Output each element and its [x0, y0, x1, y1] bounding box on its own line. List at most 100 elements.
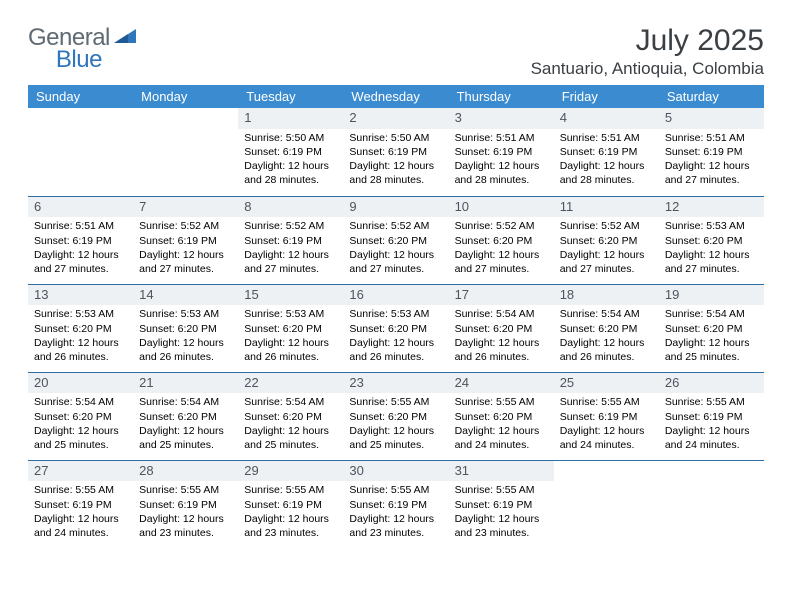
calendar-cell: 14Sunrise: 5:53 AMSunset: 6:20 PMDayligh… — [133, 284, 238, 372]
calendar-cell: 22Sunrise: 5:54 AMSunset: 6:20 PMDayligh… — [238, 372, 343, 460]
calendar-cell: 15Sunrise: 5:53 AMSunset: 6:20 PMDayligh… — [238, 284, 343, 372]
day-details: Sunrise: 5:55 AMSunset: 6:19 PMDaylight:… — [343, 481, 448, 544]
day-details: Sunrise: 5:52 AMSunset: 6:19 PMDaylight:… — [133, 217, 238, 280]
day-number: 9 — [343, 197, 448, 218]
day-details: Sunrise: 5:52 AMSunset: 6:20 PMDaylight:… — [343, 217, 448, 280]
day-details: Sunrise: 5:52 AMSunset: 6:20 PMDaylight:… — [554, 217, 659, 280]
day-details: Sunrise: 5:54 AMSunset: 6:20 PMDaylight:… — [554, 305, 659, 368]
calendar-row: 27Sunrise: 5:55 AMSunset: 6:19 PMDayligh… — [28, 460, 764, 548]
calendar-cell: 8Sunrise: 5:52 AMSunset: 6:19 PMDaylight… — [238, 196, 343, 284]
calendar-cell: 3Sunrise: 5:51 AMSunset: 6:19 PMDaylight… — [449, 108, 554, 196]
calendar-cell — [554, 460, 659, 548]
day-number: 12 — [659, 197, 764, 218]
day-number: 7 — [133, 197, 238, 218]
day-number: 26 — [659, 373, 764, 394]
weekday-header: Thursday — [449, 85, 554, 108]
calendar-cell: 6Sunrise: 5:51 AMSunset: 6:19 PMDaylight… — [28, 196, 133, 284]
day-details: Sunrise: 5:55 AMSunset: 6:20 PMDaylight:… — [449, 393, 554, 456]
brand-triangle-icon — [114, 27, 136, 45]
calendar-cell: 19Sunrise: 5:54 AMSunset: 6:20 PMDayligh… — [659, 284, 764, 372]
day-details: Sunrise: 5:55 AMSunset: 6:19 PMDaylight:… — [554, 393, 659, 456]
weekday-header: Sunday — [28, 85, 133, 108]
day-number: 5 — [659, 108, 764, 129]
day-details: Sunrise: 5:54 AMSunset: 6:20 PMDaylight:… — [133, 393, 238, 456]
day-details: Sunrise: 5:55 AMSunset: 6:19 PMDaylight:… — [133, 481, 238, 544]
weekday-header: Tuesday — [238, 85, 343, 108]
day-number: 27 — [28, 461, 133, 482]
calendar-cell: 16Sunrise: 5:53 AMSunset: 6:20 PMDayligh… — [343, 284, 448, 372]
day-number: 15 — [238, 285, 343, 306]
calendar-cell: 7Sunrise: 5:52 AMSunset: 6:19 PMDaylight… — [133, 196, 238, 284]
calendar-cell — [28, 108, 133, 196]
weekday-header: Friday — [554, 85, 659, 108]
day-number: 10 — [449, 197, 554, 218]
day-details: Sunrise: 5:50 AMSunset: 6:19 PMDaylight:… — [238, 129, 343, 192]
calendar-row: 13Sunrise: 5:53 AMSunset: 6:20 PMDayligh… — [28, 284, 764, 372]
header: General Blue July 2025 Santuario, Antioq… — [28, 24, 764, 79]
calendar-cell: 1Sunrise: 5:50 AMSunset: 6:19 PMDaylight… — [238, 108, 343, 196]
day-details: Sunrise: 5:53 AMSunset: 6:20 PMDaylight:… — [343, 305, 448, 368]
day-number: 14 — [133, 285, 238, 306]
day-details: Sunrise: 5:52 AMSunset: 6:20 PMDaylight:… — [449, 217, 554, 280]
calendar-cell: 28Sunrise: 5:55 AMSunset: 6:19 PMDayligh… — [133, 460, 238, 548]
day-number: 20 — [28, 373, 133, 394]
day-number: 22 — [238, 373, 343, 394]
day-details: Sunrise: 5:50 AMSunset: 6:19 PMDaylight:… — [343, 129, 448, 192]
day-details: Sunrise: 5:55 AMSunset: 6:19 PMDaylight:… — [28, 481, 133, 544]
day-details: Sunrise: 5:55 AMSunset: 6:20 PMDaylight:… — [343, 393, 448, 456]
day-number: 31 — [449, 461, 554, 482]
day-number: 23 — [343, 373, 448, 394]
day-number: 30 — [343, 461, 448, 482]
calendar-cell: 13Sunrise: 5:53 AMSunset: 6:20 PMDayligh… — [28, 284, 133, 372]
day-number: 6 — [28, 197, 133, 218]
day-details: Sunrise: 5:51 AMSunset: 6:19 PMDaylight:… — [659, 129, 764, 192]
day-number: 3 — [449, 108, 554, 129]
day-number: 29 — [238, 461, 343, 482]
day-number: 18 — [554, 285, 659, 306]
day-details: Sunrise: 5:55 AMSunset: 6:19 PMDaylight:… — [659, 393, 764, 456]
day-number: 25 — [554, 373, 659, 394]
day-number: 1 — [238, 108, 343, 129]
day-details: Sunrise: 5:54 AMSunset: 6:20 PMDaylight:… — [238, 393, 343, 456]
calendar-body: 1Sunrise: 5:50 AMSunset: 6:19 PMDaylight… — [28, 108, 764, 548]
calendar-cell: 12Sunrise: 5:53 AMSunset: 6:20 PMDayligh… — [659, 196, 764, 284]
day-number: 16 — [343, 285, 448, 306]
title-block: July 2025 Santuario, Antioquia, Colombia — [531, 24, 764, 79]
day-number: 2 — [343, 108, 448, 129]
weekday-header: Wednesday — [343, 85, 448, 108]
calendar-cell: 17Sunrise: 5:54 AMSunset: 6:20 PMDayligh… — [449, 284, 554, 372]
day-details: Sunrise: 5:53 AMSunset: 6:20 PMDaylight:… — [133, 305, 238, 368]
location: Santuario, Antioquia, Colombia — [531, 59, 764, 79]
month-title: July 2025 — [531, 24, 764, 57]
day-number: 4 — [554, 108, 659, 129]
calendar-cell: 24Sunrise: 5:55 AMSunset: 6:20 PMDayligh… — [449, 372, 554, 460]
calendar-cell: 10Sunrise: 5:52 AMSunset: 6:20 PMDayligh… — [449, 196, 554, 284]
calendar-cell: 20Sunrise: 5:54 AMSunset: 6:20 PMDayligh… — [28, 372, 133, 460]
weekday-header: Saturday — [659, 85, 764, 108]
day-number: 24 — [449, 373, 554, 394]
calendar-cell: 25Sunrise: 5:55 AMSunset: 6:19 PMDayligh… — [554, 372, 659, 460]
day-number: 19 — [659, 285, 764, 306]
day-number: 21 — [133, 373, 238, 394]
day-details: Sunrise: 5:52 AMSunset: 6:19 PMDaylight:… — [238, 217, 343, 280]
brand-part2: Blue — [56, 46, 102, 74]
calendar-row: 1Sunrise: 5:50 AMSunset: 6:19 PMDaylight… — [28, 108, 764, 196]
calendar-cell — [659, 460, 764, 548]
calendar-cell: 30Sunrise: 5:55 AMSunset: 6:19 PMDayligh… — [343, 460, 448, 548]
calendar-cell: 18Sunrise: 5:54 AMSunset: 6:20 PMDayligh… — [554, 284, 659, 372]
calendar-cell: 23Sunrise: 5:55 AMSunset: 6:20 PMDayligh… — [343, 372, 448, 460]
day-number: 13 — [28, 285, 133, 306]
calendar-cell: 2Sunrise: 5:50 AMSunset: 6:19 PMDaylight… — [343, 108, 448, 196]
calendar-cell: 26Sunrise: 5:55 AMSunset: 6:19 PMDayligh… — [659, 372, 764, 460]
calendar-cell: 9Sunrise: 5:52 AMSunset: 6:20 PMDaylight… — [343, 196, 448, 284]
weekday-header-row: SundayMondayTuesdayWednesdayThursdayFrid… — [28, 85, 764, 108]
day-details: Sunrise: 5:54 AMSunset: 6:20 PMDaylight:… — [28, 393, 133, 456]
day-details: Sunrise: 5:53 AMSunset: 6:20 PMDaylight:… — [659, 217, 764, 280]
brand-logo: General Blue — [28, 24, 184, 52]
day-details: Sunrise: 5:55 AMSunset: 6:19 PMDaylight:… — [238, 481, 343, 544]
calendar-cell: 11Sunrise: 5:52 AMSunset: 6:20 PMDayligh… — [554, 196, 659, 284]
calendar-cell: 31Sunrise: 5:55 AMSunset: 6:19 PMDayligh… — [449, 460, 554, 548]
calendar-cell: 4Sunrise: 5:51 AMSunset: 6:19 PMDaylight… — [554, 108, 659, 196]
day-details: Sunrise: 5:54 AMSunset: 6:20 PMDaylight:… — [449, 305, 554, 368]
day-number: 11 — [554, 197, 659, 218]
